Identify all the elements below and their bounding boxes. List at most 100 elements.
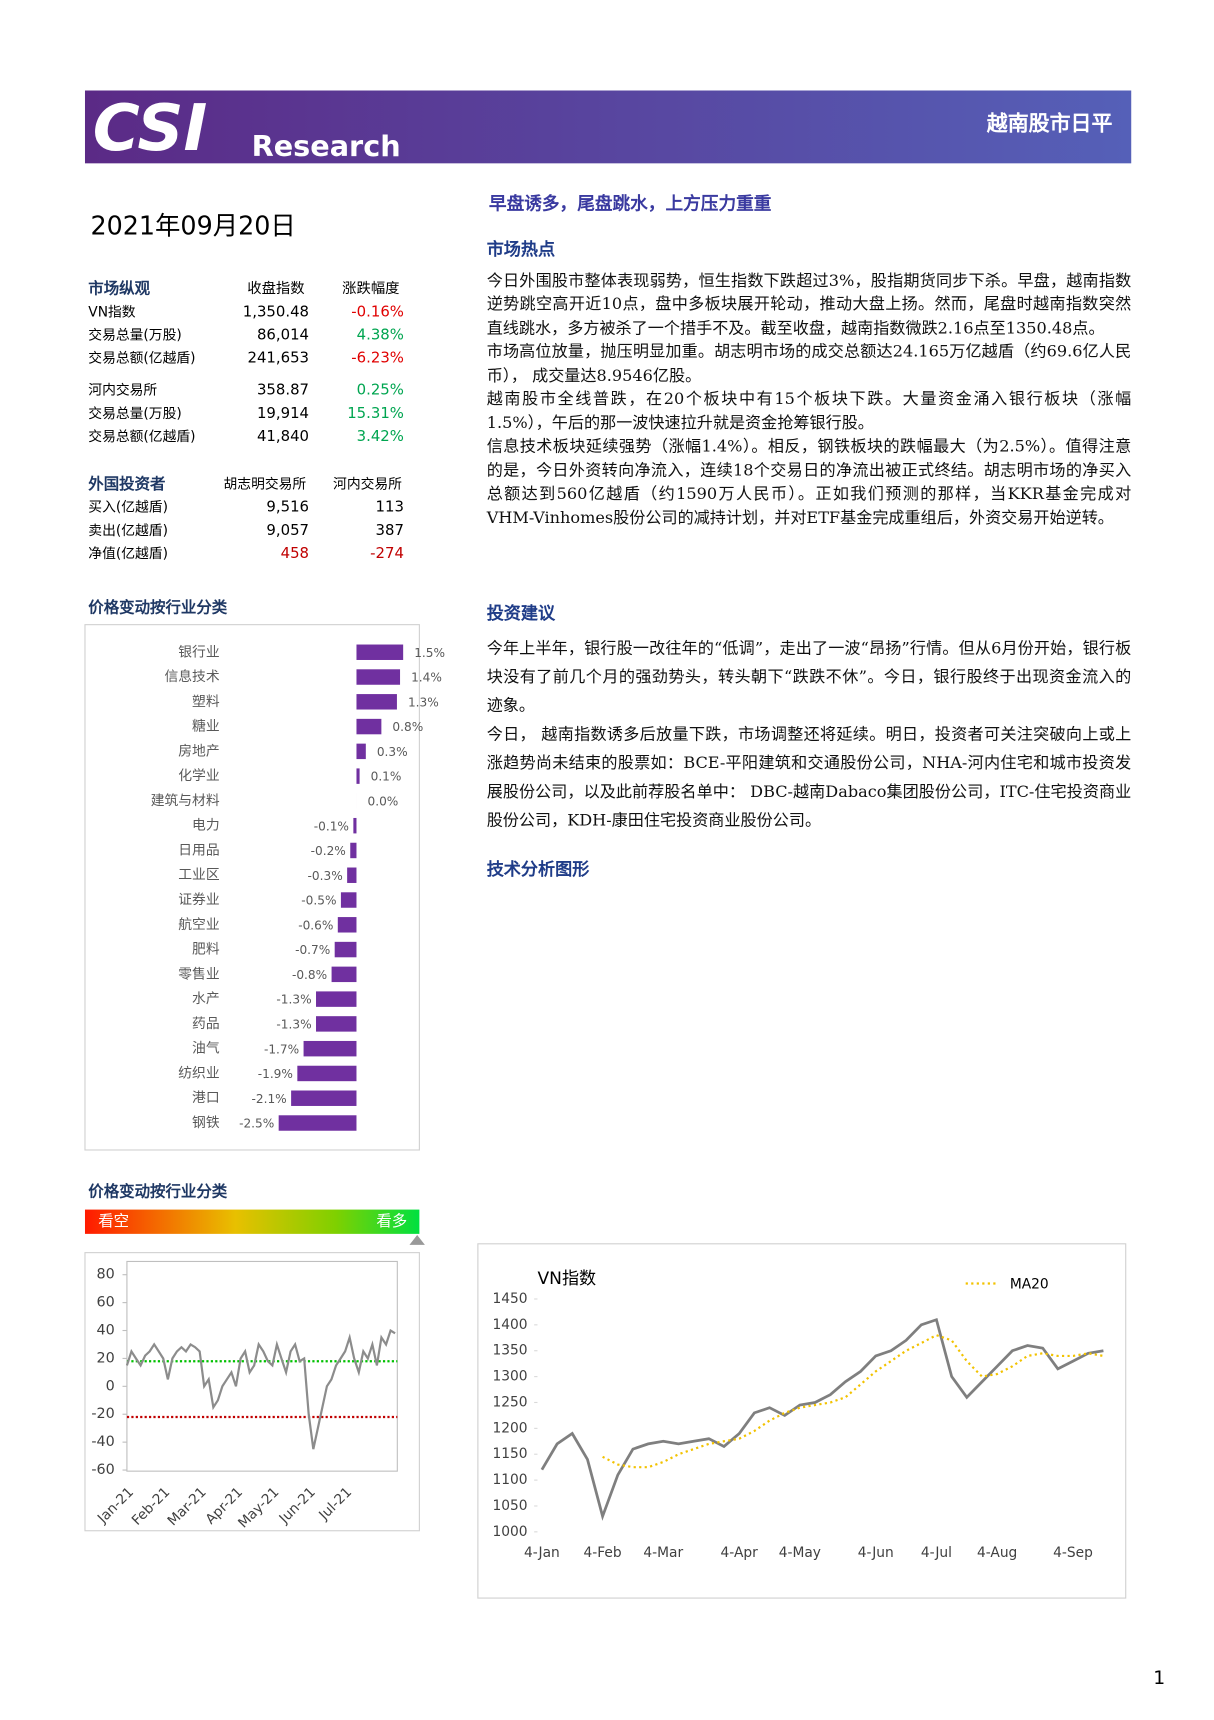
x-tick-label: 4-Aug [977,1545,1017,1561]
ma-line [602,1333,1104,1469]
bar [278,1115,357,1131]
bar [356,694,397,710]
y-tick-label: 1400 [492,1317,527,1333]
cell-change: 15.31% [347,404,404,422]
pointer [409,1234,425,1245]
cell-value: 113 [376,498,404,516]
x-tick-label: 4-Apr [721,1545,759,1561]
cell-value: 458 [281,544,309,562]
cell-value: 387 [376,521,404,539]
cell-value: 19,914 [257,404,309,422]
cell-value: 86,014 [257,326,309,344]
value-label: -1.3% [276,993,311,1007]
row-label: 河内交易所 [88,382,157,399]
category-label: 塑料 [192,694,220,710]
bar [291,1090,357,1106]
cell-value: 9,516 [266,498,309,516]
bar [337,917,357,933]
cell-change: 4.38% [357,326,404,344]
value-label: -1.9% [258,1067,293,1081]
category-label: 信息技术 [164,668,219,685]
cell-change: 0.25% [357,381,404,399]
section-heading: 市场热点 [486,239,556,260]
row-label: 交易总量(万股) [88,327,181,344]
category-label: 房地产 [178,743,219,759]
section-heading: 投资建议 [486,603,556,624]
y-tick-label: 1300 [492,1369,527,1385]
headline: 早盘诱多，尾盘跳水，上方压力重重 [488,193,772,215]
category-label: 证券业 [178,892,219,908]
table-heading: 外国投资者 [88,474,165,493]
row-label: VN指数 [88,304,136,320]
bar [316,991,357,1007]
cell-value: 241,653 [248,349,310,367]
value-label: 0.1% [371,770,402,784]
y-tick-label: 1150 [492,1446,527,1462]
row-label: 买入(亿越盾) [88,500,168,516]
bar [356,768,360,784]
category-label: 药品 [192,1016,220,1032]
value-label: 1.5% [414,646,445,660]
category-label: 零售业 [178,966,219,982]
section: 市场热点 今日外围股市整体表现弱势，恒生指数下跌超过3%，股指期货同步下杀。早盘，… [487,238,1132,529]
y-tick-label: 1050 [492,1498,527,1514]
bar [334,941,357,958]
category-label: 日用品 [178,842,219,858]
row-label: 净值(亿越盾) [88,546,168,562]
category-label: 化学业 [178,768,219,784]
x-tick-label: 4-Jan [524,1545,560,1561]
value-label: 0.8% [392,720,423,734]
y-tick-label: 80 [97,1267,115,1283]
column-header: 收盘指数 [247,279,304,297]
value-label: -0.7% [295,943,330,957]
section-heading: 技术分析图形 [486,859,590,880]
y-tick-label: -60 [91,1462,114,1478]
x-tick-label: 4-Sep [1053,1545,1093,1561]
logo: CSI [93,92,208,166]
value-label: -0.2% [311,844,346,858]
x-tick-label: 4-May [779,1545,821,1561]
column-header: 河内交易所 [333,475,402,492]
x-tick-label: Jun-21 [276,1484,319,1527]
category-label: 油气 [192,1041,220,1057]
cell-value: 1,350.48 [243,302,309,320]
bullish-label: 看多 [376,1212,407,1230]
category-label: 水产 [192,991,220,1007]
bar [356,743,366,760]
x-tick-label: Jul-21 [315,1484,355,1524]
x-tick-label: Jan-21 [94,1484,137,1527]
report-title: 越南股市日平 [986,112,1113,136]
category-label: 糖业 [192,719,220,735]
sentiment-line [125,1328,396,1450]
y-tick-label: 1350 [492,1343,527,1359]
legend-label: MA20 [1010,1277,1049,1293]
column-header: 胡志明交易所 [224,475,307,492]
category-label: 电力 [192,818,220,834]
bar [303,1040,357,1057]
paragraph: 市场高位放量，抛压明显加重。胡志明市场的成交总额达24.165万亿越盾（约69.… [486,342,1132,385]
index-line [540,1317,1104,1521]
chart-title: 价格变动按行业分类 [88,1181,228,1200]
x-tick-label: Feb-21 [129,1484,173,1528]
row-label: 交易总额(亿越盾) [88,350,195,367]
section: 投资建议 今年上半年，银行股一改往年的“低调”，走出了一波“昂扬”行情。但从6月份… [487,599,1132,835]
report-date: 2021年09月20日 [90,210,295,240]
category-label: 银行业 [178,644,219,660]
y-tick-label: 1250 [492,1394,527,1410]
column-header: 涨跌幅度 [342,280,399,297]
value-label: -0.5% [301,894,336,908]
x-tick-label: Mar-21 [165,1484,210,1529]
bar [356,644,404,660]
category-label: 建筑与材料 [151,793,220,809]
y-tick-label: 1000 [492,1524,527,1540]
y-tick-label: 1200 [492,1420,527,1436]
sector-chart-frame [84,624,420,1151]
cell-change: 3.42% [357,427,404,445]
bearish-label: 看空 [98,1212,129,1230]
bar [356,669,401,685]
value-label: -1.3% [276,1018,311,1032]
brand: Research [252,129,401,163]
bar [350,842,357,859]
chart-title: 价格变动按行业分类 [88,598,228,617]
